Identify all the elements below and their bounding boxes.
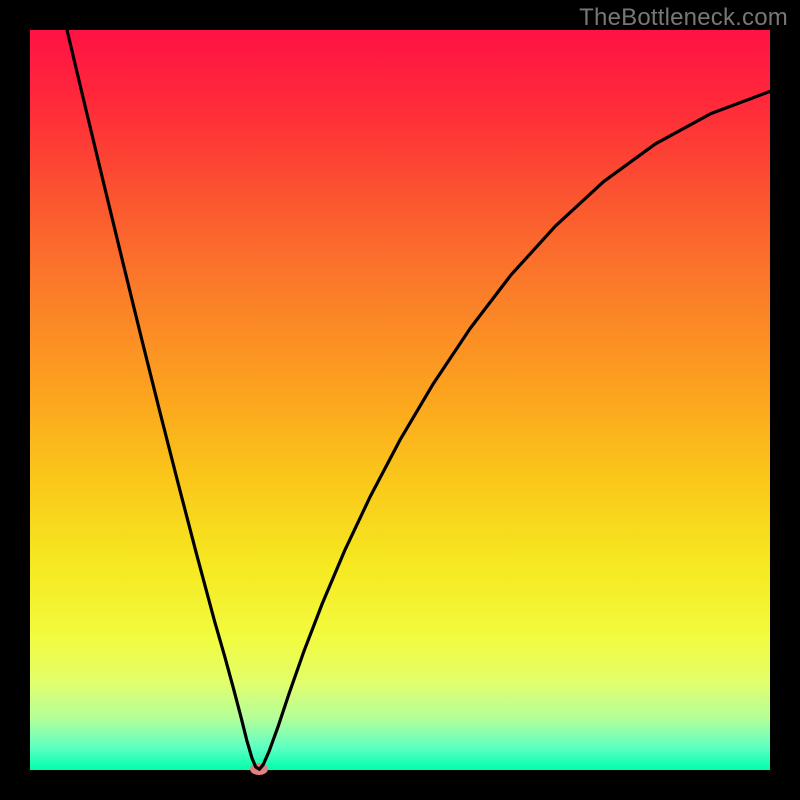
curve-path [67, 30, 770, 769]
curve [30, 30, 770, 770]
plot-area [30, 30, 770, 770]
watermark-text: TheBottleneck.com [579, 4, 788, 32]
outer-frame: TheBottleneck.com [0, 0, 800, 800]
